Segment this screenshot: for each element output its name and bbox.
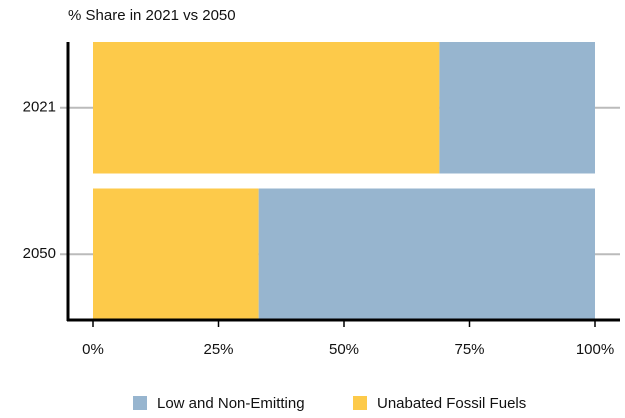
y-tick-label: 2050 — [23, 245, 56, 262]
bar-segment — [439, 42, 595, 174]
chart-title: % Share in 2021 vs 2050 — [68, 7, 236, 24]
x-tick-label: 75% — [454, 341, 484, 358]
legend-label: Unabated Fossil Fuels — [377, 395, 526, 412]
bar-segment — [93, 42, 440, 174]
x-tick-label: 0% — [82, 341, 104, 358]
legend-swatch — [133, 396, 147, 410]
x-tick-label: 50% — [329, 341, 359, 358]
x-tick-label: 25% — [203, 341, 233, 358]
legend-swatch — [353, 396, 367, 410]
y-tick-label: 2021 — [23, 99, 56, 116]
legend-label: Low and Non-Emitting — [157, 395, 305, 412]
bar-segment — [258, 188, 595, 320]
bar-segment — [93, 188, 259, 320]
x-tick-label: 100% — [576, 341, 614, 358]
